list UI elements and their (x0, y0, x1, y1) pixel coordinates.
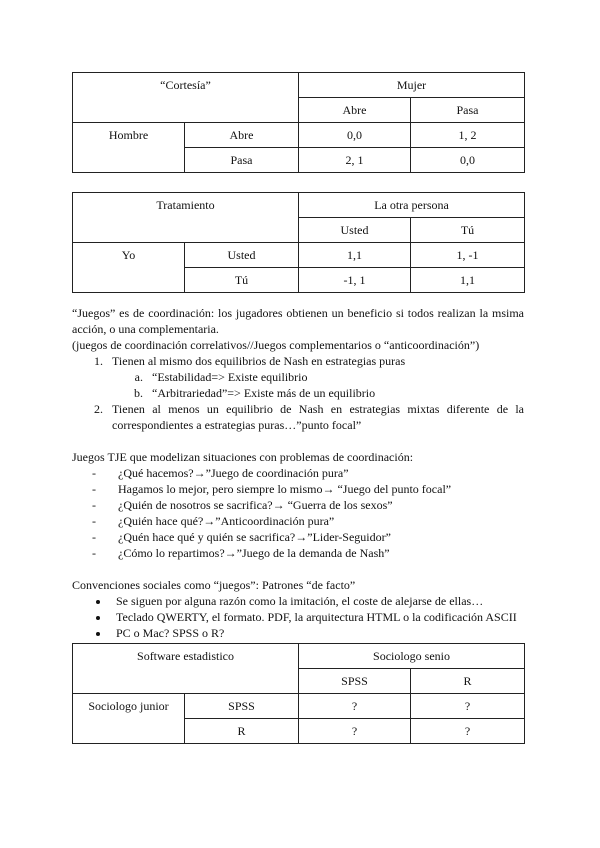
row-player: Sociologo junior (72, 693, 185, 744)
row-header: Tú (184, 267, 299, 293)
list-item: Se siguen por alguna razón como la imita… (110, 593, 524, 609)
column-header: Abre (298, 97, 411, 123)
payoff-cell: 1, -1 (409, 242, 526, 268)
section-heading: Juegos TJE que modelizan situaciones con… (72, 450, 414, 464)
list-item: ¿Quién hace qué?→”Anticoordinación pura” (72, 513, 524, 529)
section-heading: Convenciones sociales como “juegos”: Pat… (72, 578, 356, 592)
list-item: ¿Quién de nosotros se sacrifica?→ “Guerr… (72, 497, 524, 513)
list-item: ¿Quén hace qué y quién se sacrifica?→”Li… (72, 529, 524, 545)
table-title: “Cortesía” (72, 72, 299, 123)
list-item: “Estabilidad=> Existe equilibrio (146, 369, 524, 385)
payoff-cell: 1,1 (298, 242, 411, 268)
row-header: Pasa (184, 147, 299, 173)
payoff-cell: ? (298, 718, 412, 744)
list-item: ¿Cómo lo repartimos?→”Juego de la demand… (72, 545, 524, 561)
payoff-cell: ? (410, 693, 526, 719)
list-item: Hagamos lo mejor, pero siempre lo mismo→… (72, 481, 524, 497)
column-header: SPSS (298, 668, 412, 694)
payoff-cell: -1, 1 (298, 267, 411, 293)
payoff-cell: 1,1 (409, 267, 526, 293)
row-header: Usted (184, 242, 299, 268)
column-player: La otra persona (297, 192, 526, 218)
row-header: Abre (184, 122, 299, 148)
list-item: PC o Mac? SPSS o R? (110, 625, 524, 641)
payoff-cell: 2, 1 (298, 147, 411, 173)
software-payoff-table: Software estadistico Sociologo senio SPSS… (71, 643, 526, 744)
payoff-cell: ? (298, 693, 412, 719)
payoff-cell: 1, 2 (409, 122, 526, 148)
row-player: Yo (72, 242, 185, 293)
column-player: Mujer (297, 72, 526, 98)
list-item: Tienen al mismo dos equilibrios de Nash … (106, 353, 524, 401)
list-item: Teclado QWERTY, el formato. PDF, la arqu… (110, 609, 524, 625)
row-player: Hombre (72, 122, 185, 173)
payoff-cell: 0,0 (298, 122, 411, 148)
column-header: Tú (409, 217, 526, 243)
column-header: Pasa (409, 97, 526, 123)
courtesy-payoff-table: “Cortesía” Mujer Abre Pasa Hombre Abre 0,0 1,… (72, 72, 526, 173)
row-header: R (183, 718, 300, 744)
column-header: Usted (298, 217, 411, 243)
table-title: Tratamiento (72, 192, 299, 243)
payoff-cell: ? (410, 718, 526, 744)
column-header: R (410, 668, 526, 694)
intro-paragraph: “Juegos” es de coordinación: los jugador… (72, 306, 524, 336)
row-header: SPSS (183, 693, 300, 719)
treatment-payoff-table: Tratamiento La otra persona Usted Tú Yo Ust… (72, 192, 526, 293)
payoff-cell: 0,0 (409, 147, 526, 173)
table-title: Software estadistico (71, 643, 300, 694)
note-paragraph: (juegos de coordinación correlativos//Ju… (72, 338, 480, 352)
list-item: “Arbitrariedad”=> Existe más de un equil… (146, 385, 524, 401)
coordination-section: “Juegos” es de coordinación: los jugador… (72, 305, 524, 641)
list-item: Tienen al menos un equilibrio de Nash en… (106, 401, 524, 433)
column-player: Sociologo senio (298, 643, 526, 669)
list-item: ¿Qué hacemos?→”Juego de coordinación pur… (72, 465, 524, 481)
